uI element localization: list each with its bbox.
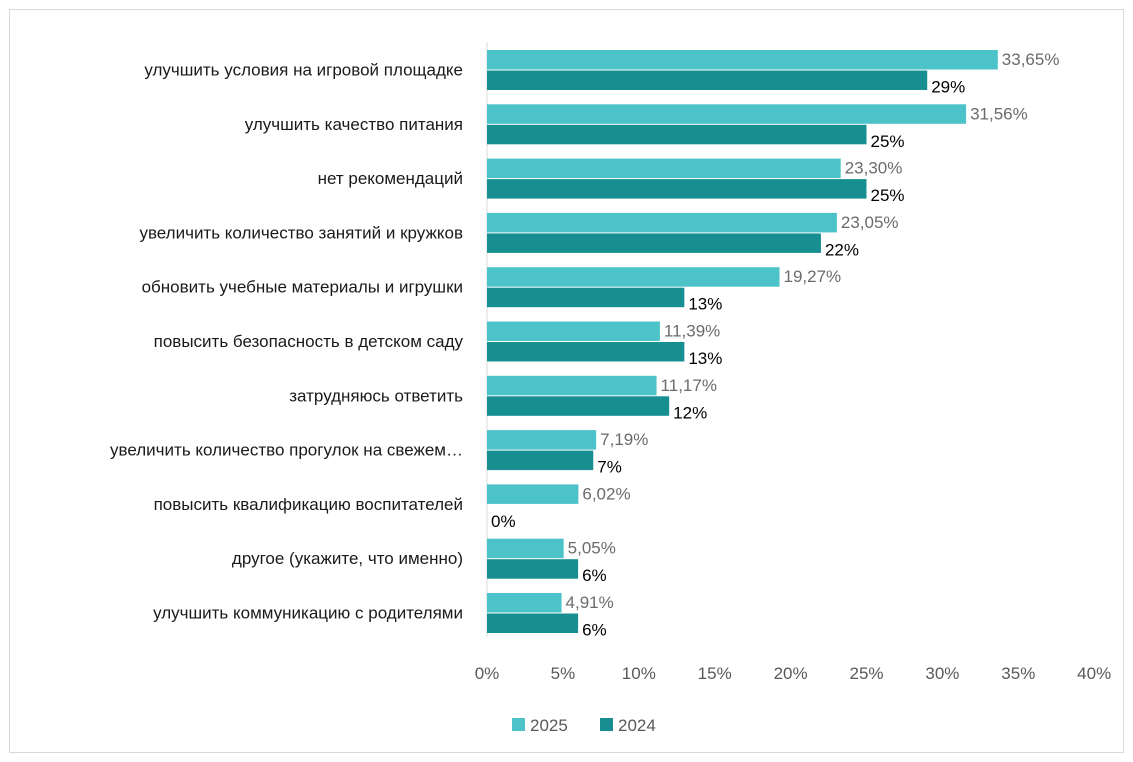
x-tick-label: 20% [774,664,808,683]
category-label: улучшить условия на игровой площадке [144,61,463,80]
data-label-2025: 23,05% [841,213,899,232]
bar-2024 [487,342,685,362]
data-label-2024: 13% [688,349,722,368]
x-tick-label: 25% [849,664,883,683]
data-label-2025: 33,65% [1002,50,1060,69]
bar-2024 [487,613,579,633]
category-labels: улучшить условия на игровой площадке улуч… [110,61,463,623]
bar-2025 [487,267,780,287]
bar-2025 [487,538,564,559]
data-label-2024: 6% [582,566,607,585]
bar-2025 [487,212,837,233]
bar-2025 [487,484,579,504]
data-label-2024: 0% [491,512,516,531]
x-tick-label: 10% [622,664,656,683]
bar-2025 [487,593,562,613]
bar-2024 [487,559,579,579]
category-label: улучшить коммуникацию с родителями [153,604,463,623]
x-tick-label: 5% [551,664,576,683]
bar-2025 [487,430,597,450]
data-label-2025: 7,19% [600,430,648,449]
category-label: обновить учебные материалы и игрушки [142,278,463,297]
bar-2024 [487,124,867,145]
legend-swatch-2024 [600,718,613,731]
legend-label-2025: 2025 [530,716,568,735]
category-label: нет рекомендаций [318,169,463,188]
category-label: увеличить количество прогулок на свежем… [110,441,463,460]
category-label: улучшить качество питания [245,115,463,134]
x-tick-label: 15% [698,664,732,683]
category-label: затрудняюсь ответить [289,386,463,405]
data-label-2025: 6,02% [582,484,630,503]
data-labels: 33,65% 29% 31,56% 25% 23,30% 25% 23,05% 22% 19,2… [491,50,1059,640]
bar-chart: улучшить условия на игровой площадке улуч… [110,42,1112,735]
bar-2025 [487,50,998,70]
data-label-2025: 4,91% [566,593,614,612]
category-label: другое (укажите, что именно) [232,549,463,568]
data-label-2025: 23,30% [845,159,903,178]
data-label-2024: 22% [825,240,859,259]
bar-2025 [487,321,660,341]
data-label-2024: 25% [871,132,905,151]
bar-2024 [487,396,670,416]
data-label-2025: 31,56% [970,104,1028,123]
data-label-2024: 29% [931,78,965,97]
data-label-2025: 11,39% [664,322,720,341]
category-label: повысить квалификацию воспитателей [154,495,463,514]
bar-2024 [487,287,685,308]
category-label: увеличить количество занятий и кружков [139,223,463,242]
bar-2024 [487,70,928,90]
data-label-2025: 19,27% [784,267,842,286]
bar-2025 [487,158,841,179]
data-label-2025: 5,05% [568,539,616,558]
bar-2025 [487,104,967,124]
data-label-2024: 25% [871,186,905,205]
bars [487,50,998,633]
bar-2024 [487,233,821,253]
bar-2024 [487,179,867,199]
category-label: повысить безопасность в детском саду [154,332,464,351]
data-label-2024: 13% [688,295,722,314]
x-tick-label: 0% [475,664,500,683]
legend: 2025 2024 [512,716,656,735]
data-label-2025: 11,17% [661,376,717,395]
data-label-2024: 12% [673,403,707,422]
bar-2024 [487,450,594,471]
x-tick-label: 35% [1001,664,1035,683]
data-label-2024: 7% [597,458,622,477]
x-tick-label: 30% [925,664,959,683]
chart-frame: улучшить условия на игровой площадке улуч… [9,9,1124,753]
x-tick-label: 40% [1077,664,1111,683]
legend-label-2024: 2024 [618,716,656,735]
legend-swatch-2025 [512,718,525,731]
data-label-2024: 6% [582,621,607,640]
bar-2025 [487,375,657,396]
x-tick-labels: 0% 5% 10% 15% 20% 25% 30% 35% 40% [475,664,1112,683]
